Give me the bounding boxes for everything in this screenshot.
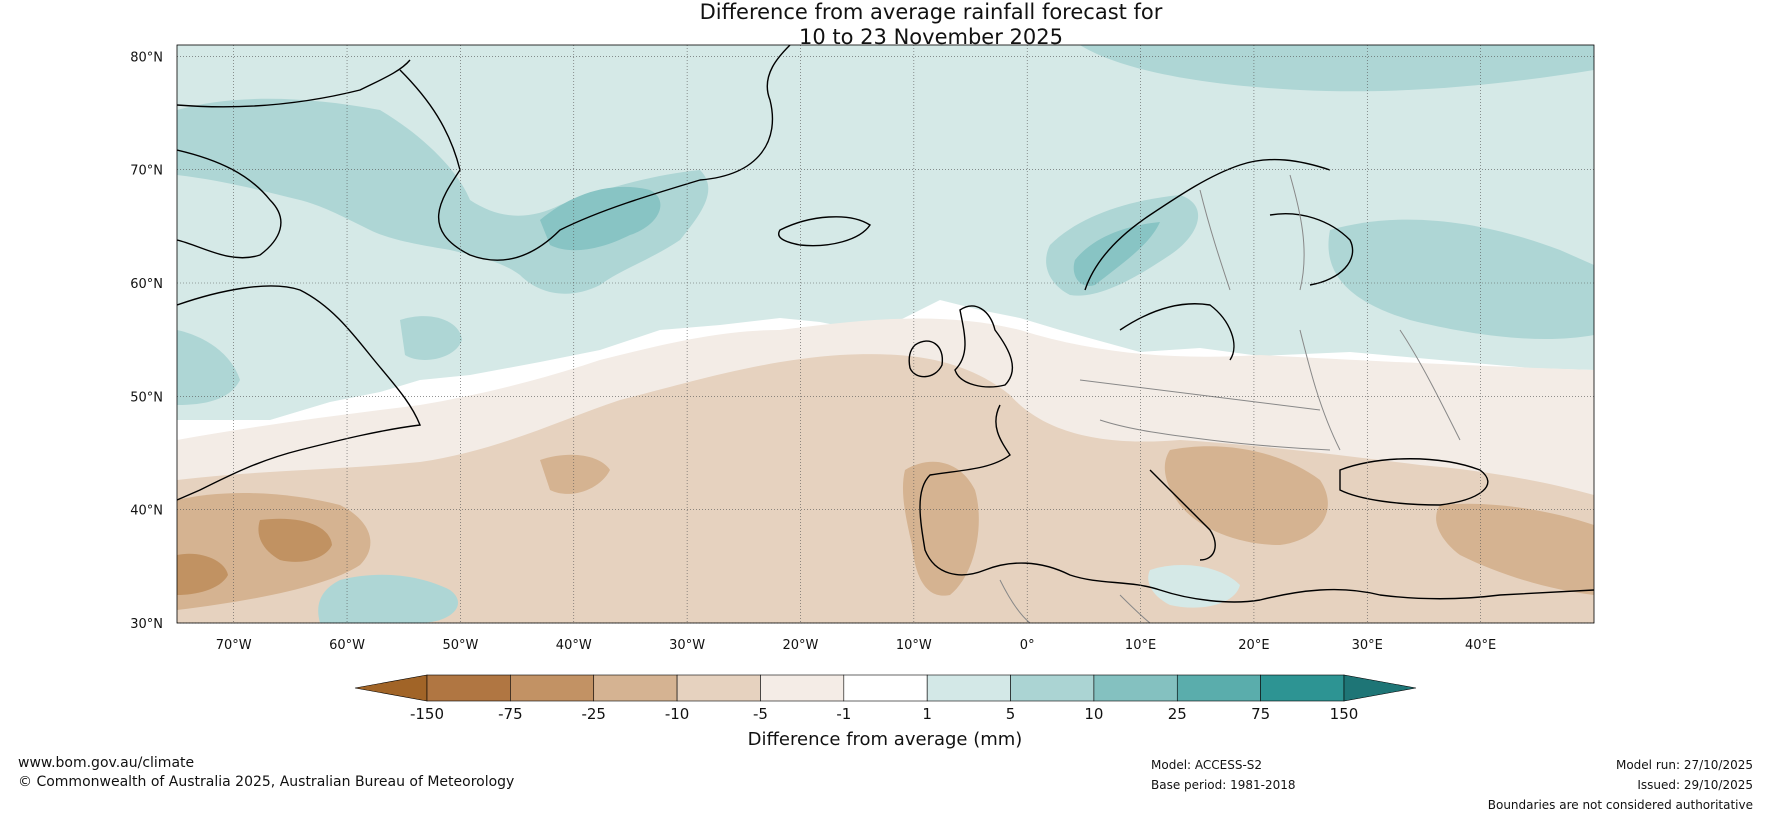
legend-swatch	[426, 674, 511, 702]
footer-issued: Issued: 29/10/2025	[1637, 778, 1753, 792]
wet-region-russia	[1328, 219, 1594, 340]
footer-website[interactable]: www.bom.gov.au/climate	[18, 755, 195, 771]
dry-region-strong-sw	[177, 553, 228, 595]
coastline-italy	[1149, 469, 1216, 561]
legend-tick-label: 150	[1330, 705, 1359, 723]
coastline-finland	[1269, 213, 1354, 286]
legend-swatch	[760, 674, 845, 702]
longitude-label: 10°E	[1125, 638, 1156, 653]
wet-region-mediterranean	[1148, 565, 1240, 608]
coastline-baltic	[1119, 303, 1235, 361]
longitude-label: 20°W	[783, 638, 819, 653]
legend-tick-label: -25	[581, 705, 606, 723]
coastline-black-sea	[1339, 458, 1489, 506]
latitude-label: 80°N	[130, 50, 163, 65]
coastlines	[177, 45, 1594, 603]
wet-region-arctic-east	[1080, 45, 1594, 92]
legend-tick-label: 5	[1006, 705, 1016, 723]
legend-tick-labels: -150 -75 -25 -10 -5 -1 1 5 10 25 75 150	[410, 705, 1358, 723]
legend-tick-label: -1	[836, 705, 851, 723]
dry-region-light	[177, 354, 1594, 623]
coastline-greenland-north	[177, 59, 411, 108]
latitude-label: 60°N	[130, 277, 163, 292]
dry-region-medium-iberia	[902, 461, 979, 596]
dry-region-strong-west	[258, 518, 332, 562]
border-north-africa	[999, 579, 1031, 623]
legend-tick-label: -10	[665, 705, 690, 723]
longitude-labels: 70°W 60°W 50°W 40°W 30°W 20°W 10°W 0° 10°E 20°E 30…	[216, 638, 1497, 653]
legend-tick-label: 75	[1251, 705, 1270, 723]
footer-model-run: Model run: 27/10/2025	[1615, 758, 1753, 772]
legend-title: Difference from average (mm)	[748, 729, 1023, 750]
longitude-label: 0°	[1020, 638, 1035, 653]
wet-region-mid-atlantic-patch	[400, 316, 462, 360]
longitude-label: 50°W	[442, 638, 478, 653]
wet-region-greenland-se	[540, 186, 661, 251]
legend-tick-label: -150	[410, 705, 444, 723]
border-eastern-europe	[1299, 329, 1341, 451]
border-scandinavia	[1199, 189, 1231, 291]
longitude-label: 40°E	[1465, 638, 1496, 653]
longitude-label: 30°W	[669, 638, 705, 653]
coastline-norway	[1084, 158, 1331, 291]
wet-region-labrador	[177, 330, 240, 405]
legend-extend-low	[354, 674, 428, 702]
longitude-label: 10°W	[896, 638, 932, 653]
legend-tick-label: -75	[498, 705, 523, 723]
footer-model: Model: ACCESS-S2	[1151, 758, 1263, 772]
rainfall-anomaly-fields	[177, 45, 1594, 623]
legend-tick-label: -5	[753, 705, 768, 723]
wet-region-norway-coast	[1073, 222, 1160, 286]
border-central-europe-1	[1079, 379, 1321, 411]
longitude-label: 60°W	[329, 638, 365, 653]
legend-swatch	[843, 674, 928, 702]
political-borders	[999, 174, 1461, 623]
coastline-europe-west	[919, 404, 1594, 603]
coastline-baffin	[177, 149, 282, 259]
coastline-ireland	[908, 340, 944, 378]
dry-region-medium-mid	[540, 454, 610, 494]
coastline-greenland	[399, 45, 791, 261]
longitude-label: 20°E	[1238, 638, 1269, 653]
legend-swatch	[1093, 674, 1178, 702]
wet-region-north-atlantic	[177, 45, 1594, 420]
border-russia	[1399, 329, 1461, 441]
legend-tick-label: 25	[1168, 705, 1187, 723]
coastline-great-britain	[954, 305, 1014, 388]
legend-colorbar	[354, 674, 1417, 702]
legend-swatch	[926, 674, 1011, 702]
longitude-label: 70°W	[216, 638, 252, 653]
legend-swatch	[1260, 674, 1345, 702]
legend-extend-high	[1343, 674, 1417, 702]
border-finland-russia	[1289, 174, 1305, 291]
latitude-label: 40°N	[130, 504, 163, 519]
footer-copyright: © Commonwealth of Australia 2025, Austra…	[18, 774, 515, 790]
title-line-1: Difference from average rainfall forecas…	[699, 0, 1163, 24]
legend-swatch	[1010, 674, 1095, 702]
latitude-label: 70°N	[130, 164, 163, 179]
legend-swatch	[593, 674, 678, 702]
longitude-label: 40°W	[556, 638, 592, 653]
dry-region-medium-east	[1436, 503, 1594, 595]
dry-region-medium-med	[1164, 446, 1328, 545]
coastline-iceland	[778, 216, 871, 247]
latitude-label: 50°N	[130, 390, 163, 405]
border-north-africa-2	[1119, 594, 1151, 623]
map-frame	[176, 44, 1595, 624]
chart-title: Difference from average rainfall forecas…	[0, 0, 1770, 50]
border-central-europe-2	[1099, 419, 1331, 451]
legend-tick-label: 10	[1084, 705, 1103, 723]
coastline-labrador	[177, 285, 421, 501]
wet-region-south-atlantic	[318, 574, 459, 623]
legend-swatch	[510, 674, 595, 702]
latitude-label: 30°N	[130, 617, 163, 632]
latitude-labels: 80°N 70°N 60°N 50°N 40°N 30°N	[130, 50, 163, 632]
footer-disclaimer: Boundaries are not considered authoritat…	[1487, 798, 1753, 812]
legend-tick-label: 1	[922, 705, 932, 723]
legend-swatch	[1176, 674, 1261, 702]
legend-swatch	[676, 674, 761, 702]
longitude-label: 30°E	[1352, 638, 1383, 653]
footer-base-period: Base period: 1981-2018	[1151, 778, 1296, 792]
